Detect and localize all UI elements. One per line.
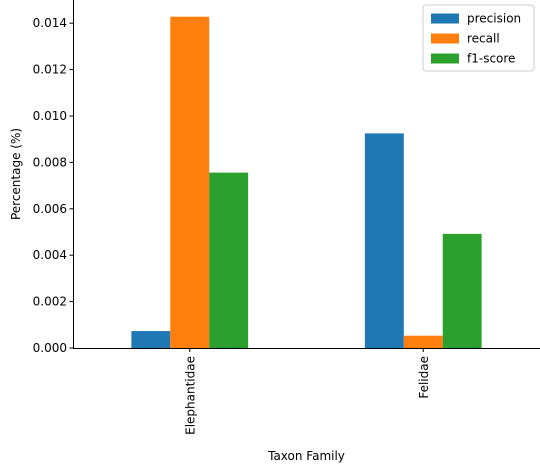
y-tick-label: 0.000 (33, 341, 67, 355)
legend-swatch (431, 13, 459, 24)
y-tick-label: 0.002 (33, 295, 67, 309)
x-tick-label: Elephantidae (183, 356, 197, 435)
y-tick-label: 0.004 (33, 248, 67, 262)
bars-layer (131, 16, 482, 348)
y-tick-label: 0.008 (33, 155, 67, 169)
bar-f1-score-felidae (442, 233, 482, 348)
y-tick-label: 0.012 (33, 63, 67, 77)
y-axis-label: Percentage (%) (9, 128, 23, 220)
bar-recall-felidae (403, 335, 443, 348)
legend-swatch (431, 53, 459, 64)
x-axis-ticks: Elephantidae Felidae (183, 348, 431, 435)
legend: precision recall f1-score (422, 4, 535, 72)
legend-label: recall (467, 32, 500, 46)
legend-label: precision (467, 12, 521, 26)
legend-swatch (431, 33, 459, 44)
y-tick-label: 0.014 (33, 16, 67, 30)
bar-f1-score-elephantidae (209, 172, 249, 348)
plot-frame (73, 0, 540, 349)
y-tick-label: 0.006 (33, 202, 67, 216)
x-tick-label: Felidae (417, 356, 431, 399)
x-axis-label: Taxon Family (267, 449, 345, 463)
y-tick-label: 0.010 (33, 109, 67, 123)
y-axis-ticks: 0.000 0.002 0.004 0.006 0.008 0.010 0.012 0.014 (33, 16, 74, 355)
legend-label: f1-score (467, 52, 515, 66)
bar-precision-felidae (364, 133, 404, 348)
bar-precision-elephantidae (131, 331, 171, 348)
bar-recall-elephantidae (170, 16, 210, 348)
